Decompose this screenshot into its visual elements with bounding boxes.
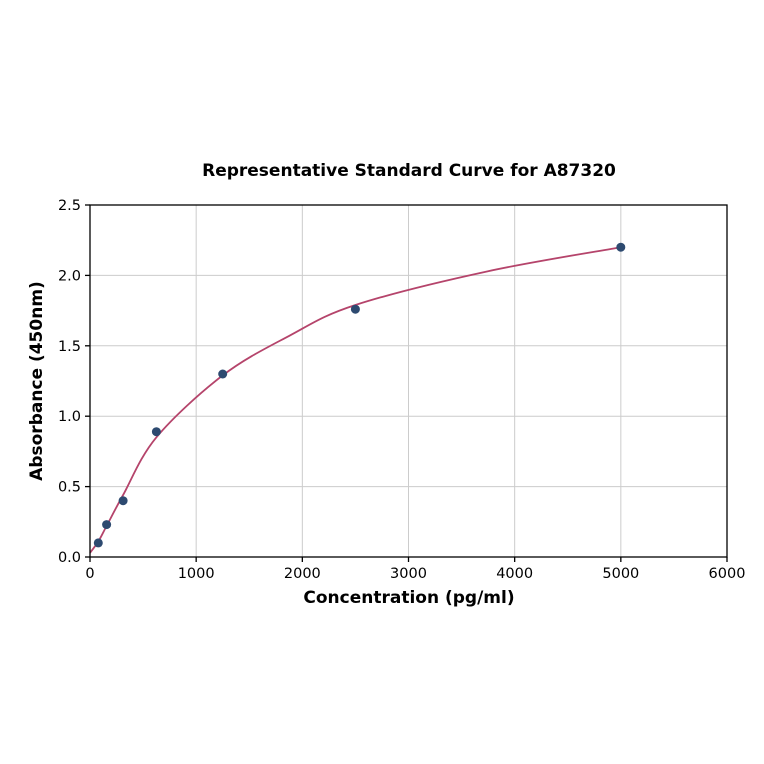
x-tick-label: 2000 bbox=[284, 566, 321, 582]
data-point bbox=[93, 538, 103, 548]
x-tick-label: 6000 bbox=[709, 566, 746, 582]
data-point bbox=[118, 496, 128, 506]
chart-title: Representative Standard Curve for A87320 bbox=[202, 161, 616, 181]
x-tick-label: 4000 bbox=[496, 566, 533, 582]
x-axis-label: Concentration (pg/ml) bbox=[303, 588, 515, 608]
fit-curve bbox=[89, 246, 621, 554]
y-tick-label: 0.0 bbox=[58, 550, 81, 566]
x-tick-label: 0 bbox=[85, 566, 94, 582]
data-points bbox=[93, 242, 626, 548]
x-tick-label: 5000 bbox=[602, 566, 639, 582]
data-point bbox=[350, 304, 360, 314]
y-tick-label: 1.0 bbox=[58, 409, 81, 425]
y-tick-label: 0.5 bbox=[58, 480, 81, 496]
x-tick-label: 1000 bbox=[178, 566, 215, 582]
data-point bbox=[616, 242, 626, 252]
y-tick-label: 2.5 bbox=[58, 198, 81, 214]
grid bbox=[89, 204, 728, 558]
axis-ticks: 0 1000 2000 3000 4000 5000 6000 0.0 0.5 1.0 1.5 2.0… bbox=[58, 198, 746, 582]
y-tick-label: 1.5 bbox=[58, 339, 81, 355]
data-point bbox=[102, 520, 112, 530]
x-tick-label: 3000 bbox=[390, 566, 427, 582]
y-tick-label: 2.0 bbox=[58, 268, 81, 284]
data-point bbox=[151, 427, 161, 437]
data-point bbox=[218, 369, 228, 379]
